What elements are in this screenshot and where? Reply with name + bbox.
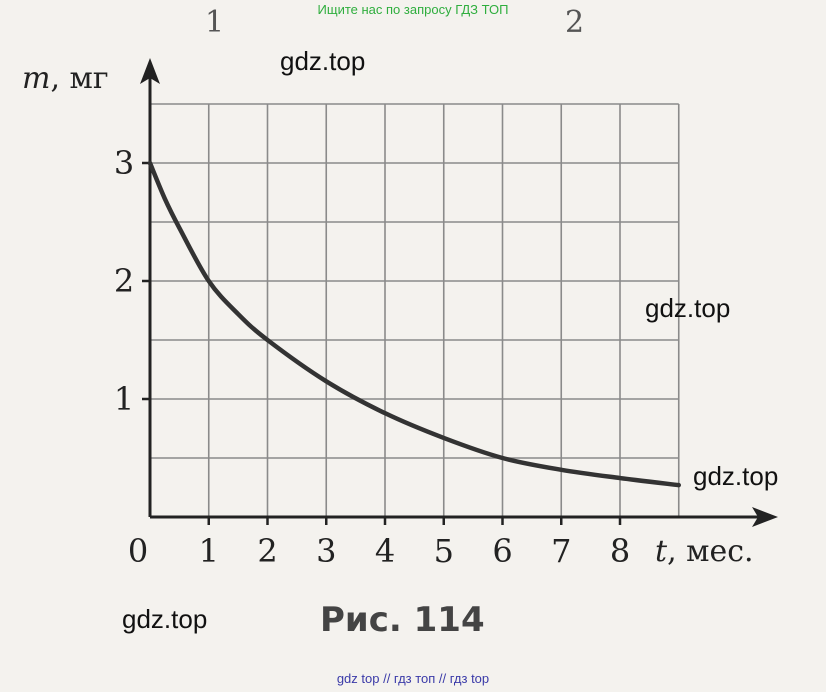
x-tick-label: 1 bbox=[199, 532, 219, 570]
x-tick-label: 5 bbox=[434, 532, 454, 570]
y-tick-labels: 1 2 3 bbox=[114, 144, 134, 418]
x-axis-arrow-icon bbox=[752, 507, 778, 527]
x-tick-label: 0 bbox=[128, 532, 148, 570]
y-tick-label: 3 bbox=[114, 144, 134, 182]
figure-caption: Рис. 114 bbox=[320, 600, 485, 640]
y-tick-label: 1 bbox=[114, 380, 134, 418]
watermark: gdz.top bbox=[693, 461, 779, 491]
bottom-banner[interactable]: gdz top // гдз топ // гдз top bbox=[336, 671, 490, 686]
grid bbox=[150, 103, 680, 517]
x-axis-unit: , мес. bbox=[667, 534, 754, 569]
x-axis-title: t, мес. bbox=[655, 534, 754, 569]
top-fragment-left: 1 bbox=[205, 5, 224, 40]
y-tick-label: 2 bbox=[114, 262, 134, 300]
top-banner[interactable]: Ищите нас по запросу ГДЗ ТОП bbox=[317, 2, 509, 17]
y-axis-variable: m bbox=[22, 61, 50, 96]
x-tick-label: 3 bbox=[316, 532, 336, 570]
x-axis-variable: t bbox=[655, 534, 668, 569]
series-line bbox=[147, 160, 681, 488]
x-tick-label: 4 bbox=[375, 532, 395, 570]
x-tick-label: 2 bbox=[257, 532, 277, 570]
data-curve bbox=[147, 160, 681, 488]
watermark: gdz.top bbox=[122, 604, 208, 634]
y-axis-unit: , мг bbox=[50, 61, 108, 96]
y-axis-title: m, мг bbox=[22, 61, 109, 96]
watermark: gdz.top bbox=[645, 293, 731, 323]
x-tick-label: 7 bbox=[551, 532, 571, 570]
watermark: gdz.top bbox=[280, 46, 366, 76]
y-axis-arrow-icon bbox=[140, 58, 160, 84]
x-tick-label: 8 bbox=[610, 532, 630, 570]
x-tick-label: 6 bbox=[492, 532, 512, 570]
top-fragment-right: 2 bbox=[565, 5, 584, 40]
